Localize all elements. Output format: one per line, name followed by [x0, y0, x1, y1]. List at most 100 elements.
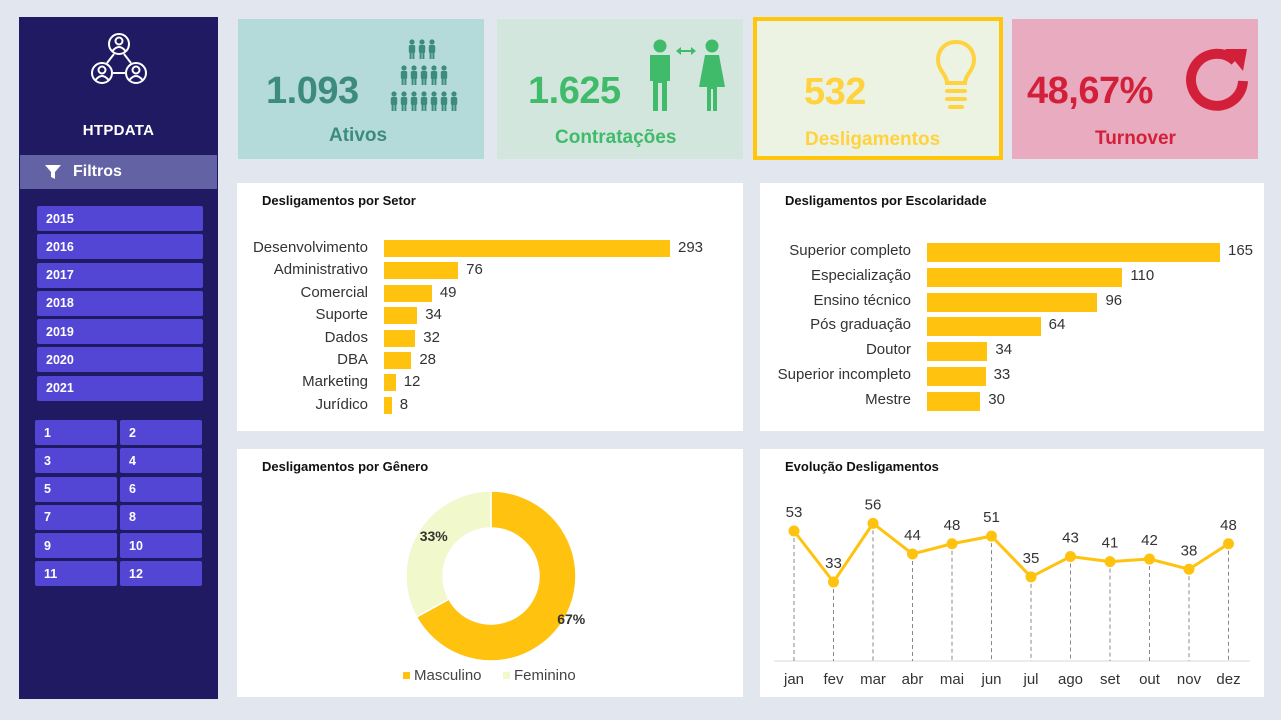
kpi-ativos-label: Ativos — [329, 125, 388, 146]
bar-value-label: 110 — [1130, 266, 1155, 284]
x-tick-label: dez — [1216, 671, 1240, 688]
bar — [927, 342, 988, 362]
bar — [384, 352, 412, 369]
month-button-7[interactable]: 7 — [35, 504, 117, 530]
category-label: Desenvolvimento — [252, 239, 368, 256]
x-tick-label: jun — [980, 671, 1001, 688]
people-group-icon — [390, 39, 458, 111]
bar — [384, 329, 416, 347]
data-point — [1065, 551, 1076, 562]
bar-value-label: 28 — [419, 351, 437, 368]
data-label: 41 — [1102, 535, 1119, 552]
category-label: Doutor — [865, 341, 911, 359]
panel-desligamentos-setor: Desligamentos por Setor Desenvolvimento 2… — [237, 183, 743, 431]
bar-value-label: 293 — [678, 239, 704, 256]
filter-icon — [45, 165, 61, 179]
slice-percent-label: 33% — [420, 528, 449, 544]
filters-header: Filtros — [20, 155, 217, 189]
bar-value-label: 34 — [425, 306, 442, 324]
year-button-2015[interactable]: 2015 — [37, 206, 203, 231]
month-button-1[interactable]: 1 — [35, 420, 117, 445]
filters-label: Filtros — [73, 163, 122, 180]
data-point — [1104, 556, 1116, 568]
category-label: DBA — [337, 351, 368, 368]
kpi-turnover: 48,67% Turnover — [1012, 19, 1258, 159]
bar — [927, 391, 981, 411]
bar — [384, 374, 396, 392]
category-label: Marketing — [302, 373, 368, 391]
bar-value-label: 12 — [403, 373, 421, 391]
x-tick-label: jul — [1022, 671, 1038, 688]
month-button-11[interactable]: 11 — [35, 561, 117, 587]
bar-value-label: 30 — [988, 390, 1005, 408]
data-label: 53 — [786, 504, 803, 521]
bar — [927, 317, 1041, 337]
month-button-6[interactable]: 6 — [120, 476, 202, 502]
bar — [384, 284, 432, 302]
data-label: 43 — [1062, 530, 1079, 547]
x-tick-label: mar — [860, 671, 886, 688]
data-label: 33 — [825, 555, 842, 572]
month-button-3[interactable]: 3 — [35, 448, 117, 474]
x-tick-label: mai — [940, 671, 964, 688]
year-button-2016[interactable]: 2016 — [37, 234, 203, 260]
data-label: 51 — [983, 509, 1000, 526]
panel-evolucao-desligamentos: Evolução Desligamentos 53 jan 33 fev 56 mar 44… — [760, 449, 1264, 697]
bar — [384, 262, 459, 280]
data-point — [1144, 553, 1155, 565]
kpi-desligamentos[interactable]: 532 Desligamentos — [753, 17, 1003, 160]
x-tick-label: abr — [902, 671, 924, 688]
data-point — [907, 548, 918, 560]
year-button-2021[interactable]: 2021 — [37, 375, 203, 401]
kpi-contratacoes-value: 1.625 — [528, 70, 621, 112]
kpi-turnover-value: 48,67% — [1027, 70, 1153, 112]
year-button-2017[interactable]: 2017 — [37, 262, 203, 288]
month-button-8[interactable]: 8 — [120, 504, 202, 530]
category-label: Superior incompleto — [777, 366, 911, 383]
month-button-12[interactable]: 12 — [120, 561, 202, 587]
brand-name: HTPDATA — [82, 122, 155, 139]
month-button-2[interactable]: 2 — [120, 420, 202, 445]
bar-value-label: 33 — [993, 366, 1011, 383]
x-tick-label: fev — [823, 671, 844, 688]
data-point — [1183, 563, 1195, 575]
year-button-2019[interactable]: 2019 — [37, 319, 203, 345]
refresh-icon — [1186, 48, 1248, 111]
x-tick-label: set — [1100, 671, 1121, 688]
x-tick-label: jan — [783, 671, 804, 688]
year-button-2020[interactable]: 2020 — [37, 347, 203, 373]
data-point — [1223, 538, 1234, 550]
kpi-desligamentos-value: 532 — [804, 71, 866, 113]
category-label: Superior completo — [789, 242, 911, 259]
bar-value-label: 49 — [439, 283, 457, 301]
category-label: Comercial — [300, 283, 368, 301]
kpi-desligamentos-label: Desligamentos — [805, 129, 941, 150]
category-label: Jurídico — [315, 395, 368, 413]
data-label: 48 — [944, 517, 961, 534]
month-button-4[interactable]: 4 — [120, 448, 202, 474]
data-label: 42 — [1141, 532, 1158, 549]
month-filter-grid: 1 2 3 4 5 6 7 8 9 10 11 12 — [35, 420, 202, 587]
bar-value-label: 8 — [399, 395, 409, 413]
category-label: Suporte — [315, 306, 368, 324]
month-button-9[interactable]: 9 — [35, 533, 117, 559]
category-label: Especialização — [810, 266, 911, 284]
year-button-2018[interactable]: 2018 — [37, 290, 203, 316]
month-button-5[interactable]: 5 — [35, 476, 117, 502]
donut-slice-masculino — [415, 490, 577, 662]
bar — [927, 243, 1220, 262]
x-tick-label: nov — [1177, 671, 1202, 688]
data-point — [986, 530, 997, 542]
data-point — [867, 517, 879, 529]
year-filter-list: 2015 2016 2017 2018 2019 2020 2021 — [37, 206, 203, 404]
bar — [927, 292, 1098, 312]
bar-value-label: 64 — [1048, 316, 1066, 334]
category-label: Ensino técnico — [813, 291, 911, 309]
x-tick-label: out — [1139, 671, 1161, 688]
chart-evolucao: 53 jan 33 fev 56 mar 44 abr 48 mai 51 jun 35 jul 43 ago… — [774, 496, 1250, 688]
bar-value-label: 34 — [995, 341, 1013, 359]
data-label: 48 — [1220, 517, 1237, 534]
bar-value-label: 76 — [466, 261, 483, 279]
month-button-10[interactable]: 10 — [120, 533, 202, 559]
data-point — [946, 538, 958, 550]
